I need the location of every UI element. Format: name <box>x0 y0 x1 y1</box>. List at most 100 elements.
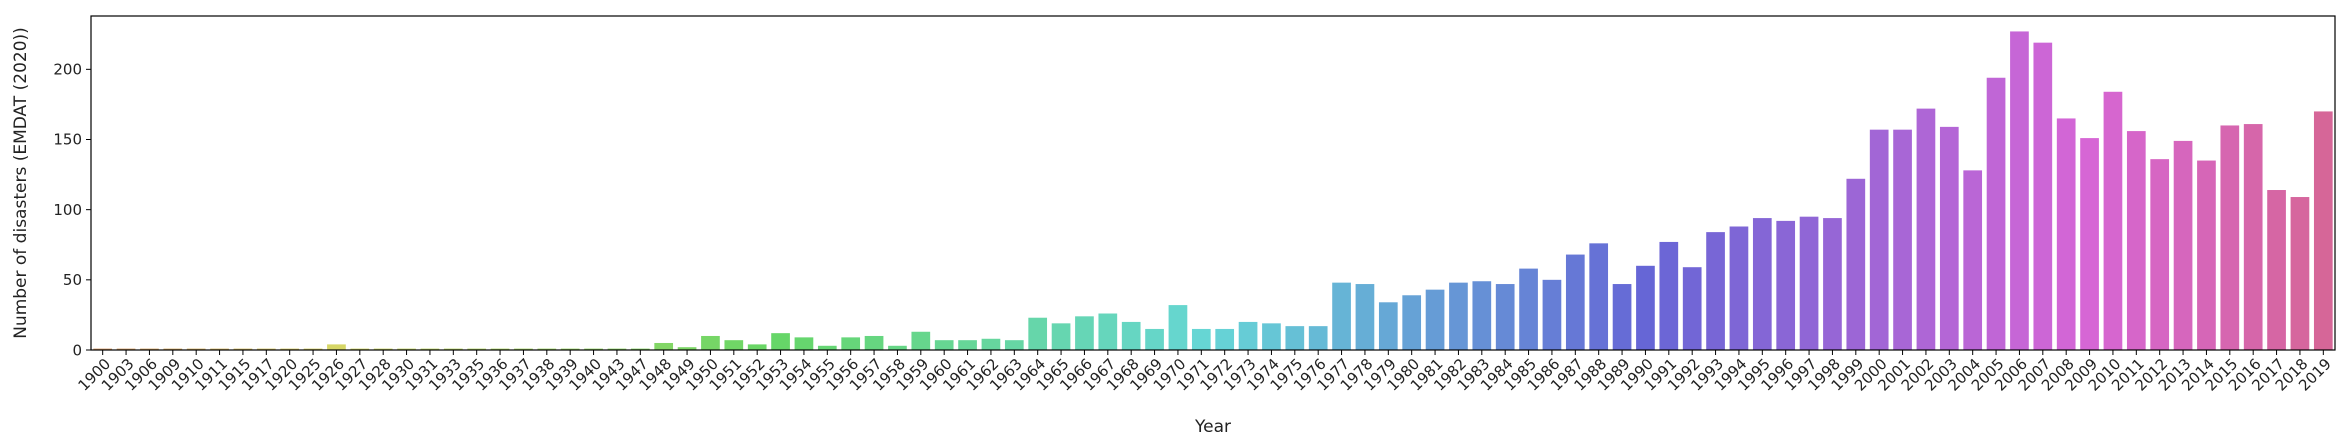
bar-2006 <box>2010 31 2029 350</box>
bar-1957 <box>864 335 884 350</box>
bar-1958 <box>888 345 907 350</box>
bar-1937 <box>514 348 533 350</box>
bar-1998 <box>1823 218 1842 350</box>
y-axis-label: Number of disasters (EMDAT (2020)) <box>11 27 31 339</box>
bar-1981 <box>1425 289 1445 350</box>
bar-2015 <box>2220 125 2240 351</box>
bar-1989 <box>1612 284 1632 350</box>
bar-2003 <box>1939 126 1959 351</box>
bar-2007 <box>2033 42 2053 350</box>
bar-1947 <box>630 348 650 350</box>
bar-2001 <box>1893 129 1912 350</box>
y-tick-label: 200 <box>53 61 82 79</box>
bar-1949 <box>677 347 697 350</box>
bar-2014 <box>2197 160 2216 350</box>
bar-1962 <box>981 338 1001 350</box>
bar-1988 <box>1589 243 1609 350</box>
bar-2013 <box>2173 140 2193 350</box>
bar-1985 <box>1519 268 1538 350</box>
bar-1999 <box>1846 178 1866 350</box>
bar-1906 <box>140 348 159 350</box>
bar-2019 <box>2313 111 2333 351</box>
bar-1997 <box>1799 216 1819 350</box>
bar-1956 <box>841 337 861 350</box>
bar-1973 <box>1238 321 1258 350</box>
bar-1920 <box>280 348 300 350</box>
bar-1939 <box>560 348 580 350</box>
bar-1978 <box>1355 284 1375 350</box>
bar-1961 <box>958 340 977 350</box>
bar-1983 <box>1472 281 1492 350</box>
bar-1977 <box>1332 282 1351 350</box>
bars-group <box>93 31 2333 351</box>
bar-1968 <box>1121 321 1141 350</box>
bar-1976 <box>1308 326 1328 350</box>
bar-1952 <box>747 344 767 350</box>
bar-2016 <box>2243 124 2263 350</box>
bar-1910 <box>186 348 206 350</box>
bar-1995 <box>1752 218 1772 350</box>
bar-2017 <box>2267 190 2286 350</box>
bar-1936 <box>490 348 510 350</box>
bar-1982 <box>1449 282 1468 350</box>
bar-1931 <box>420 348 440 350</box>
bar-1972 <box>1215 328 1235 350</box>
bar-1990 <box>1636 265 1655 350</box>
y-tick-label: 0 <box>72 341 82 359</box>
bar-1927 <box>350 348 370 350</box>
bar-2018 <box>2290 197 2310 350</box>
bar-1965 <box>1051 323 1071 350</box>
bar-1948 <box>654 342 674 350</box>
bar-2012 <box>2150 159 2170 350</box>
bar-1925 <box>303 348 323 350</box>
bar-2010 <box>2103 91 2123 350</box>
bar-1951 <box>724 340 744 350</box>
bar-1903 <box>116 348 136 350</box>
bar-1987 <box>1565 254 1585 350</box>
y-tick-label: 150 <box>53 131 82 149</box>
y-tick-label: 50 <box>63 271 82 289</box>
y-tick-label: 100 <box>53 201 82 219</box>
bar-1917 <box>256 348 276 350</box>
bar-1970 <box>1168 305 1188 350</box>
bar-1992 <box>1682 267 1702 350</box>
bar-1984 <box>1495 284 1515 350</box>
bar-1909 <box>163 348 183 350</box>
bar-1966 <box>1075 316 1094 350</box>
bar-1969 <box>1145 328 1164 350</box>
bar-2005 <box>1986 77 2006 350</box>
bar-2000 <box>1869 129 1889 350</box>
bar-1933 <box>443 348 463 350</box>
bar-1980 <box>1402 295 1422 350</box>
bar-2008 <box>2056 118 2076 350</box>
bar-1979 <box>1378 302 1398 350</box>
bar-1928 <box>373 348 393 350</box>
bar-1954 <box>794 337 814 350</box>
bar-1991 <box>1659 241 1679 350</box>
x-axis: 1900190319061909191019111915191719201925… <box>75 350 2335 395</box>
bar-1971 <box>1191 328 1211 350</box>
bar-2004 <box>1963 170 1983 350</box>
bar-1963 <box>1004 340 1024 350</box>
plot-frame <box>90 15 2336 351</box>
bar-1911 <box>210 348 229 350</box>
bar-1975 <box>1285 326 1305 350</box>
y-axis: 0 50 100 150 200 <box>53 61 91 359</box>
bar-1993 <box>1706 232 1725 350</box>
bar-1930 <box>397 348 416 350</box>
bar-1915 <box>233 348 253 350</box>
bar-2009 <box>2080 138 2099 350</box>
bar-1940 <box>584 348 603 350</box>
bar-1967 <box>1098 313 1118 350</box>
bar-1974 <box>1262 323 1281 350</box>
bar-1964 <box>1028 317 1048 350</box>
bar-1955 <box>817 345 837 350</box>
x-axis-label: Year <box>1194 417 1231 437</box>
bar-1996 <box>1776 220 1796 350</box>
bar-1935 <box>467 348 487 350</box>
bar-1943 <box>607 348 627 350</box>
bar-1900 <box>93 348 113 350</box>
bar-2011 <box>2126 131 2146 350</box>
bar-1938 <box>537 348 557 350</box>
